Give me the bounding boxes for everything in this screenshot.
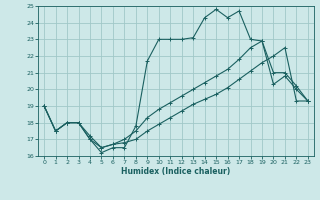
X-axis label: Humidex (Indice chaleur): Humidex (Indice chaleur): [121, 167, 231, 176]
